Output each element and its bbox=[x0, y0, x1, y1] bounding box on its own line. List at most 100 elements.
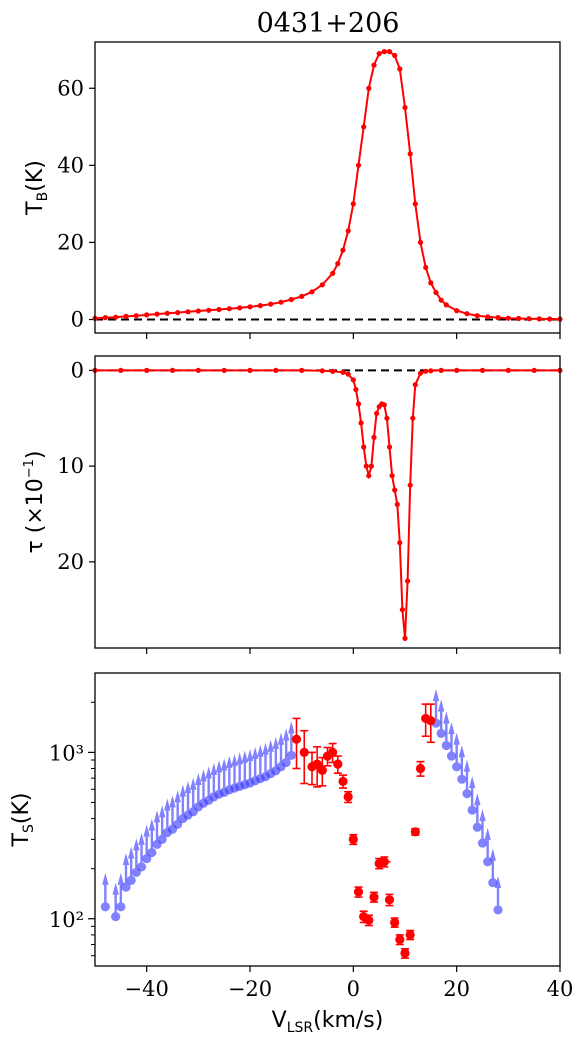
data-point bbox=[221, 367, 227, 373]
limit-arrow-head bbox=[143, 824, 150, 837]
data-point bbox=[345, 371, 351, 377]
data-point bbox=[147, 847, 157, 858]
data-point bbox=[472, 822, 482, 832]
x-tick-label: 20 bbox=[443, 977, 470, 1001]
limit-arrow-head bbox=[494, 875, 502, 888]
measured-point bbox=[410, 827, 420, 837]
data-point bbox=[363, 463, 369, 469]
data-point bbox=[247, 304, 253, 310]
data-point bbox=[299, 293, 305, 299]
limit-arrow-head bbox=[489, 848, 497, 861]
data-point bbox=[121, 882, 131, 892]
limit-arrow-head bbox=[148, 818, 156, 831]
limit-arrow-head bbox=[241, 750, 249, 763]
data-point bbox=[330, 368, 336, 374]
data-point bbox=[467, 805, 477, 815]
measured-point bbox=[328, 742, 338, 764]
limit-arrow-head bbox=[138, 832, 145, 845]
data-point bbox=[358, 420, 364, 426]
limit-arrow-head bbox=[158, 805, 166, 818]
limit-arrow-head bbox=[474, 793, 481, 806]
data-point bbox=[355, 401, 362, 407]
data-point bbox=[474, 313, 480, 319]
data-point bbox=[505, 315, 511, 321]
data-point bbox=[118, 367, 124, 373]
data-point bbox=[361, 444, 367, 450]
measured-point bbox=[369, 891, 379, 903]
y-tick-label: 20 bbox=[57, 550, 84, 574]
data-point bbox=[361, 124, 367, 130]
data-point bbox=[400, 948, 410, 958]
plot-frame bbox=[94, 355, 561, 649]
data-point bbox=[371, 434, 377, 440]
data-point bbox=[278, 299, 284, 305]
limit-arrow-head bbox=[153, 810, 161, 823]
data-point bbox=[384, 895, 395, 905]
data-point bbox=[417, 370, 424, 376]
limit-arrow-head bbox=[169, 795, 176, 808]
limit-arrow-head bbox=[164, 798, 171, 811]
data-point bbox=[405, 578, 411, 584]
measured-point bbox=[364, 914, 374, 927]
data-point bbox=[433, 289, 439, 296]
limit-arrow-head bbox=[205, 766, 212, 779]
data-point bbox=[381, 402, 387, 408]
limit-arrow-head bbox=[484, 827, 491, 840]
lower-limit-point bbox=[452, 732, 462, 772]
y-tick-label: 10³ bbox=[49, 741, 84, 765]
limit-arrow-head bbox=[127, 846, 135, 859]
spin-temperature-panel: 10² 10³ −40 −20 0 20 40 bbox=[49, 672, 574, 1001]
limit-arrow-head bbox=[443, 711, 450, 724]
data-point bbox=[405, 930, 415, 940]
measured-point bbox=[338, 774, 348, 789]
data-point bbox=[412, 201, 418, 207]
limit-arrow-head bbox=[468, 776, 476, 789]
data-point bbox=[479, 367, 486, 373]
x-tick-label: −20 bbox=[228, 977, 272, 1001]
data-point bbox=[371, 62, 377, 68]
measured-point bbox=[400, 947, 410, 959]
measured-point bbox=[415, 760, 426, 777]
lower-limit-point bbox=[245, 748, 255, 788]
data-point bbox=[436, 728, 446, 739]
data-point bbox=[402, 635, 408, 642]
data-point bbox=[477, 838, 488, 848]
data-point bbox=[394, 501, 400, 507]
x-tick-label: 40 bbox=[547, 977, 574, 1001]
limit-arrow-head bbox=[215, 760, 223, 773]
data-point bbox=[338, 776, 348, 786]
measured-point bbox=[348, 833, 358, 846]
data-point bbox=[353, 887, 364, 897]
lower-limit-point bbox=[142, 824, 152, 864]
data-point bbox=[412, 382, 418, 388]
data-point bbox=[348, 834, 358, 844]
plot-frame bbox=[94, 41, 561, 334]
data-point bbox=[464, 311, 470, 317]
data-point bbox=[547, 316, 553, 322]
x-tick-label: −40 bbox=[125, 977, 169, 1001]
limit-arrow-head bbox=[282, 728, 290, 741]
data-point bbox=[392, 487, 398, 493]
measured-point bbox=[333, 755, 343, 774]
data-point bbox=[495, 315, 501, 321]
lower-limit-point bbox=[286, 721, 296, 760]
limit-arrow-head bbox=[231, 754, 238, 767]
data-point bbox=[426, 716, 436, 726]
lower-limit-point bbox=[157, 805, 167, 844]
data-point bbox=[133, 313, 139, 319]
lower-limit-point bbox=[147, 818, 157, 858]
data-point bbox=[185, 309, 191, 315]
limit-arrow-head bbox=[463, 759, 471, 772]
data-point bbox=[286, 750, 296, 760]
data-point bbox=[364, 915, 374, 925]
lower-limit-point bbox=[472, 793, 482, 832]
data-point bbox=[288, 296, 294, 303]
chart-title: 0431+206 bbox=[257, 8, 400, 39]
measured-point bbox=[317, 756, 327, 787]
limit-arrow-head bbox=[272, 736, 280, 749]
lower-limit-point bbox=[488, 848, 498, 888]
data-point bbox=[281, 757, 291, 768]
data-point bbox=[428, 368, 434, 374]
data-point bbox=[428, 280, 434, 286]
data-point bbox=[389, 473, 395, 479]
